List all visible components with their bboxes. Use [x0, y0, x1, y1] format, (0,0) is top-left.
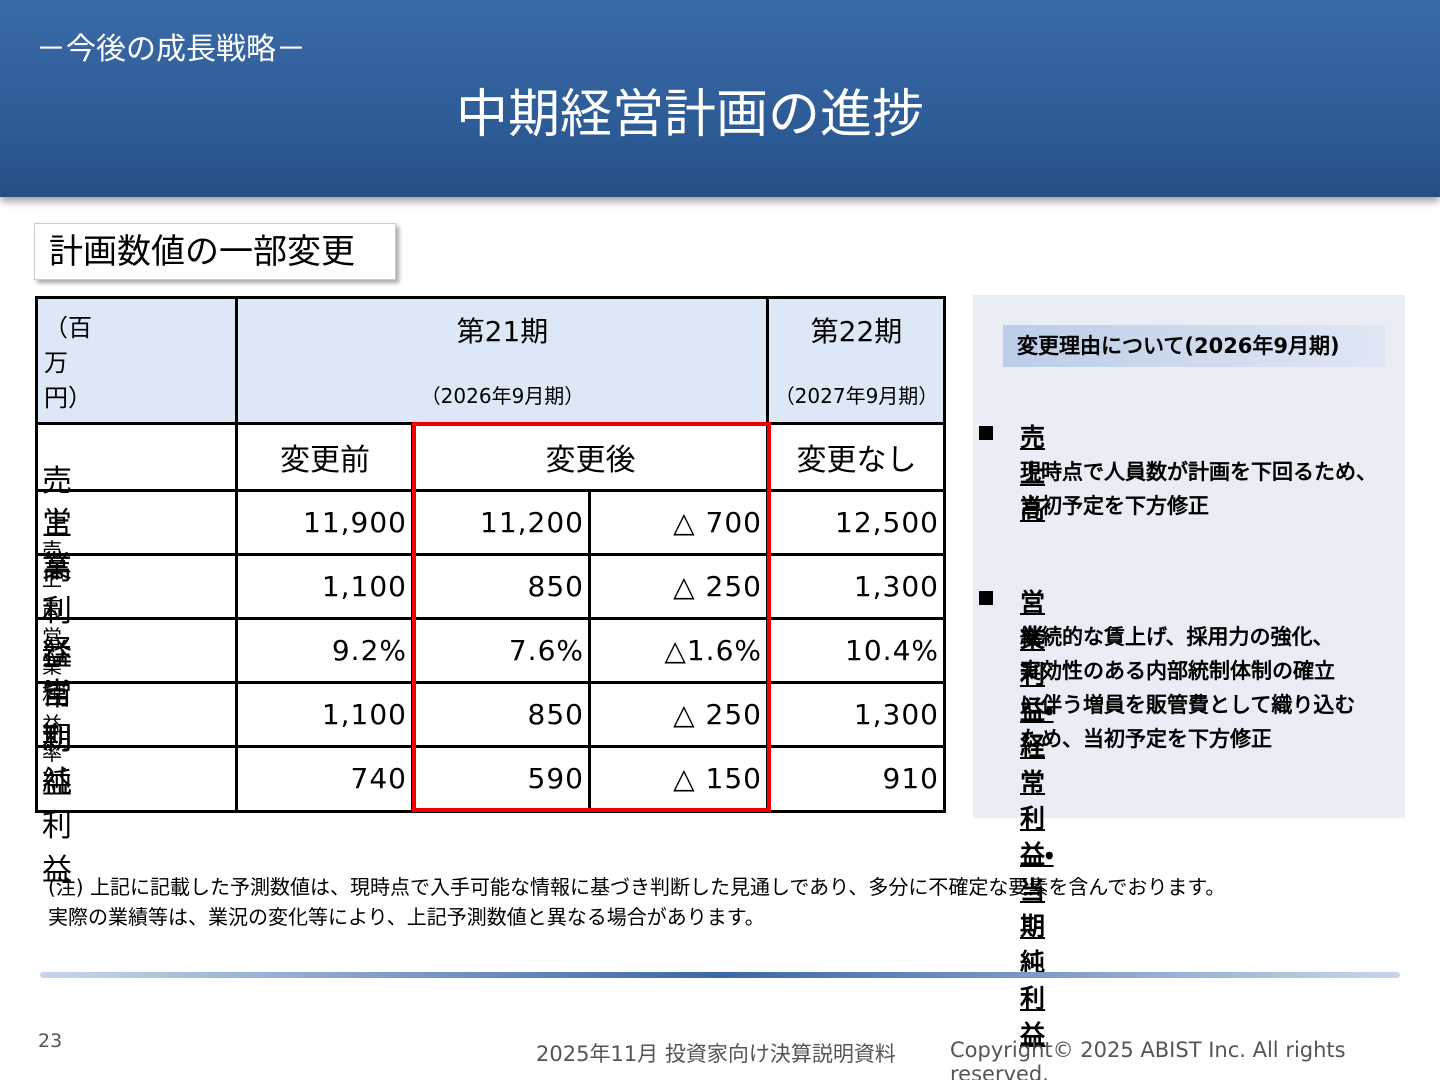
header-band [0, 0, 1440, 197]
item-line: ため、当初予定を下方修正 [1020, 727, 1272, 751]
highlight-box [412, 422, 771, 812]
item-line: 当初予定を下方修正 [1020, 494, 1209, 518]
section-label: 計画数値の一部変更 [34, 223, 396, 280]
footer-doc: 2025年11月 投資家向け決算説明資料 [536, 1042, 896, 1066]
item-title: 売上高 [1020, 423, 1046, 524]
cell: △ 250 [673, 697, 762, 731]
row-label: 当期純利益 [42, 676, 72, 888]
bullet [979, 591, 993, 605]
cell: 1,300 [853, 697, 939, 731]
cell: 850 [527, 697, 584, 731]
title: 中期経営計画の進捗 [455, 85, 924, 145]
cell: 9.2% [331, 633, 407, 667]
side-panel [973, 295, 1405, 818]
cell: 1,100 [321, 697, 407, 731]
table-rule [35, 617, 946, 620]
period-sub: （2027年9月期） [774, 383, 939, 408]
table-rule [588, 490, 591, 812]
item-line: 現時点で人員数が計画を下回るため、 [1020, 460, 1377, 484]
table-rule [35, 296, 38, 812]
cell: △ 150 [673, 762, 762, 795]
cell: 11,900 [303, 505, 407, 539]
cell: 11,200 [480, 505, 584, 539]
divider [40, 972, 1400, 978]
item-line: 実効性のある内部統制体制の確立 [1020, 659, 1335, 683]
item-line: に伴う増員を販管費として織り込む [1020, 693, 1356, 717]
cell: 7.6% [508, 633, 584, 667]
header-bg [36, 297, 945, 423]
table-rule [35, 489, 946, 492]
table-rule [35, 681, 946, 684]
unit: （百万円） [44, 313, 92, 412]
cell: 12,500 [835, 505, 939, 539]
table-rule [943, 296, 946, 812]
cell: △1.6% [664, 633, 762, 667]
note: (注) 上記に記載した予測数値は、現時点で入手可能な情報に基づき判断した見通しで… [48, 875, 1226, 899]
column-header: 変更後 [545, 442, 636, 478]
cell: 590 [527, 762, 584, 795]
cell: 10.4% [845, 633, 939, 667]
item-line: 継続的な賃上げ、採用力の強化、 [1020, 625, 1334, 649]
cell: △ 700 [673, 505, 762, 539]
cell: 850 [527, 569, 584, 603]
item-title: 営業利益・経常利益・当期純利益 [1020, 588, 1054, 1049]
column-header: 変更前 [280, 442, 370, 478]
cell: 910 [882, 762, 939, 795]
period-name: 第21期 [456, 315, 549, 348]
cell: 1,300 [853, 569, 939, 603]
notes: (注) 上記に記載した予測数値は、現時点で入手可能な情報に基づき判断した見通しで… [48, 872, 1225, 932]
footer-copyright: Copyright© 2025 ABIST Inc. All rights re… [950, 1038, 1346, 1080]
period-name: 第22期 [810, 315, 903, 348]
table-rule [35, 553, 946, 556]
cell: 740 [350, 762, 407, 795]
cell: △ 250 [673, 569, 762, 603]
bullet [979, 426, 993, 440]
page-number: 23 [38, 1030, 63, 1052]
column-header: 変更なし [796, 442, 917, 478]
subtitle: －今後の成長戦略－ [36, 32, 306, 67]
table-rule [35, 296, 946, 299]
note: 実際の業績等は、業況の変化等により、上記予測数値と異なる場合があります。 [48, 905, 765, 929]
panel-heading: 変更理由について(2026年9月期) [1003, 325, 1385, 367]
table-rule [35, 745, 946, 748]
table-rule [235, 296, 238, 812]
period-sub: （2026年9月期） [420, 383, 585, 408]
cell: 1,100 [321, 569, 407, 603]
